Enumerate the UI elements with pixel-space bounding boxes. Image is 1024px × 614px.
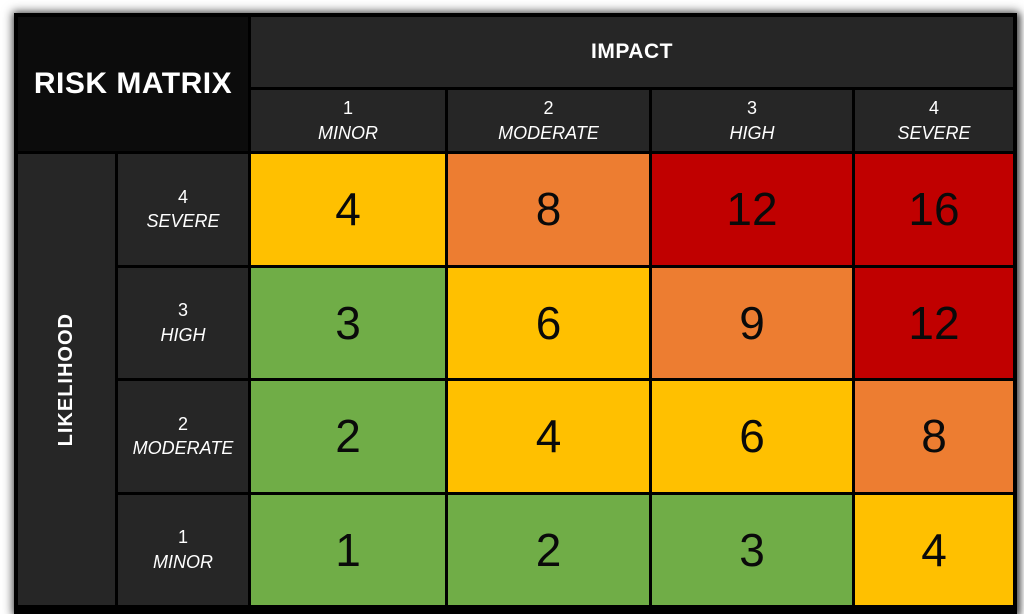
matrix-title: RISK MATRIX: [33, 67, 233, 100]
impact-level-header-2: 2 MODERATE: [448, 90, 649, 151]
likelihood-level-value: 2: [177, 413, 188, 434]
risk-cell-l1-i4: 4: [855, 494, 1013, 605]
risk-cell-l4-i2: 8: [448, 154, 649, 265]
impact-level-header-4: 4 SEVERE: [855, 90, 1013, 151]
likelihood-axis-label: LIKELIHOOD: [55, 312, 77, 447]
risk-score: 6: [535, 296, 562, 349]
likelihood-axis-header: LIKELIHOOD: [18, 154, 115, 605]
risk-score: 16: [908, 183, 960, 236]
risk-matrix-table: RISK MATRIX IMPACT 1 MINOR 2 MODERATE 3 …: [14, 13, 1017, 614]
impact-level-name: HIGH: [729, 122, 775, 143]
risk-cell-l3-i3: 9: [652, 267, 852, 378]
impact-level-header-3: 3 HIGH: [652, 90, 852, 151]
risk-score: 4: [335, 183, 361, 236]
risk-cell-l3-i4: 12: [855, 267, 1013, 378]
likelihood-level-value: 1: [177, 527, 188, 548]
risk-score: 12: [726, 183, 778, 236]
risk-cell-l2-i2: 4: [448, 381, 649, 492]
risk-score: 9: [739, 296, 765, 349]
risk-cell-l4-i3: 12: [652, 154, 852, 265]
likelihood-level-name: SEVERE: [146, 211, 220, 232]
risk-score: 3: [739, 523, 765, 576]
likelihood-level-header-1: 1 MINOR: [118, 494, 248, 605]
risk-score: 2: [335, 410, 361, 463]
impact-level-name: SEVERE: [897, 122, 971, 143]
impact-axis-header: IMPACT: [251, 17, 1013, 87]
impact-level-name: MINOR: [318, 122, 378, 143]
risk-score: 4: [535, 410, 562, 463]
risk-score: 12: [908, 296, 960, 349]
risk-cell-l1-i2: 2: [448, 494, 649, 605]
likelihood-level-name: MINOR: [153, 551, 213, 572]
risk-cell-l3-i2: 6: [448, 267, 649, 378]
risk-cell-l2-i4: 8: [855, 381, 1013, 492]
risk-score: 4: [921, 523, 947, 576]
impact-axis-label: IMPACT: [591, 40, 673, 63]
likelihood-level-name: MODERATE: [132, 438, 234, 459]
impact-level-value: 2: [543, 98, 554, 119]
likelihood-level-header-3: 3 HIGH: [118, 267, 248, 378]
risk-cell-l1-i1: 1: [251, 494, 445, 605]
risk-score: 8: [535, 183, 562, 236]
risk-cell-l2-i3: 6: [652, 381, 852, 492]
impact-level-name: MODERATE: [498, 122, 599, 143]
impact-level-value: 1: [342, 98, 353, 119]
impact-level-header-1: 1 MINOR: [251, 90, 445, 151]
likelihood-level-value: 3: [177, 300, 188, 321]
likelihood-level-value: 4: [177, 186, 188, 207]
risk-score: 6: [739, 410, 765, 463]
risk-cell-l2-i1: 2: [251, 381, 445, 492]
risk-score: 8: [921, 410, 947, 463]
risk-cell-l4-i1: 4: [251, 154, 445, 265]
impact-level-value: 4: [928, 98, 939, 119]
risk-score: 1: [335, 523, 361, 576]
risk-score: 3: [335, 296, 361, 349]
impact-level-value: 3: [746, 98, 757, 119]
risk-cell-l1-i3: 3: [652, 494, 852, 605]
risk-score: 2: [535, 523, 562, 576]
likelihood-level-header-4: 4 SEVERE: [118, 154, 248, 265]
likelihood-level-header-2: 2 MODERATE: [118, 381, 248, 492]
matrix-title-cell: RISK MATRIX: [18, 17, 248, 151]
risk-cell-l3-i1: 3: [251, 267, 445, 378]
likelihood-level-name: HIGH: [160, 324, 206, 345]
risk-cell-l4-i4: 16: [855, 154, 1013, 265]
